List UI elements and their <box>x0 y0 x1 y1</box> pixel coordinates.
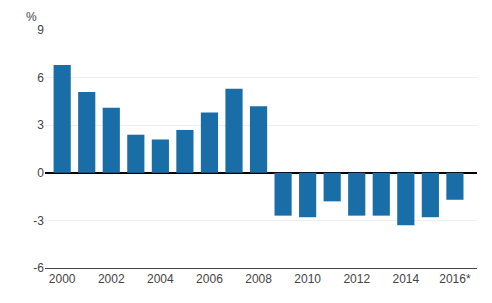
svg-text:-6: -6 <box>33 261 44 275</box>
svg-text:2008: 2008 <box>245 272 272 286</box>
svg-text:-3: -3 <box>33 214 44 228</box>
svg-text:2014: 2014 <box>392 272 419 286</box>
svg-text:2016*: 2016* <box>439 272 471 286</box>
svg-text:3: 3 <box>37 118 44 132</box>
svg-text:2000: 2000 <box>49 272 76 286</box>
svg-text:%: % <box>26 10 37 24</box>
svg-text:0: 0 <box>37 166 44 180</box>
svg-text:2006: 2006 <box>196 272 223 286</box>
svg-text:2002: 2002 <box>98 272 125 286</box>
svg-text:2004: 2004 <box>147 272 174 286</box>
svg-text:9: 9 <box>37 23 44 37</box>
svg-text:6: 6 <box>37 71 44 85</box>
svg-text:2012: 2012 <box>343 272 370 286</box>
svg-text:2010: 2010 <box>294 272 321 286</box>
